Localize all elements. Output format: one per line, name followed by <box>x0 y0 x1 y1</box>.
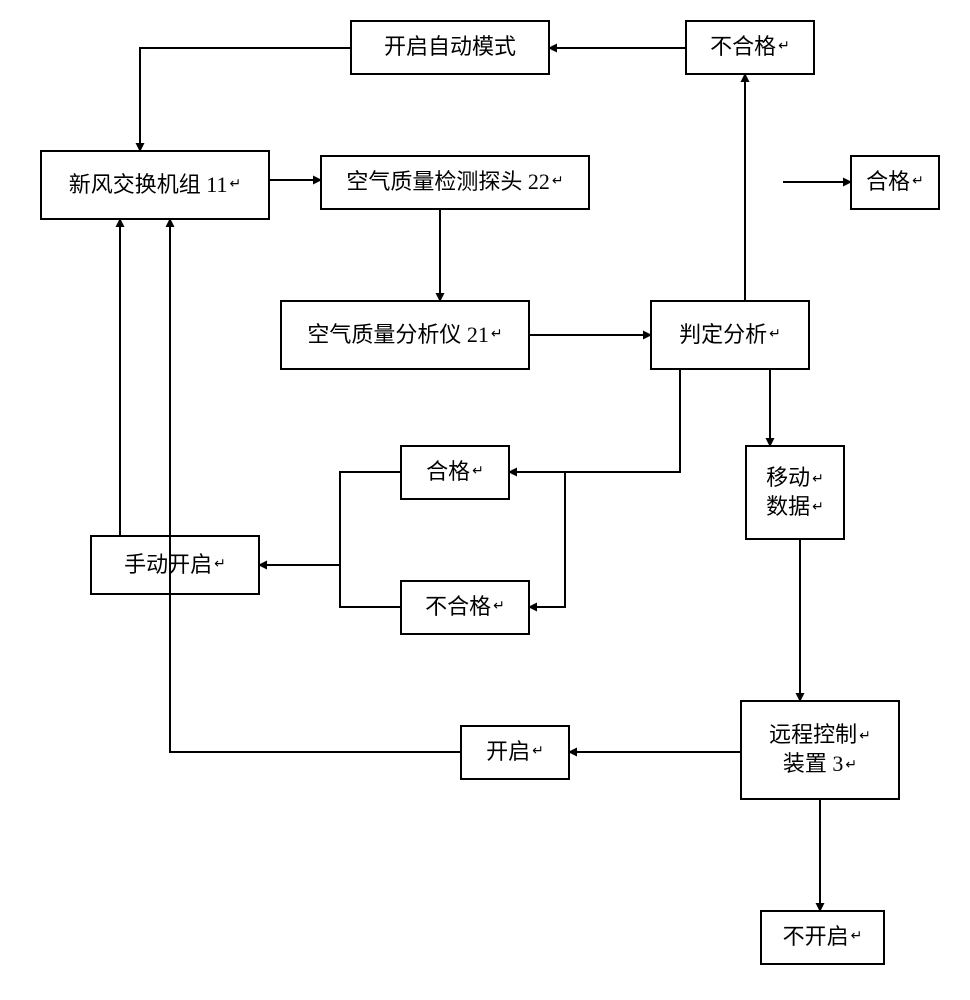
label: 开启 <box>486 738 530 767</box>
node-pass-top: 合格↵ <box>850 155 940 210</box>
enter-icon: ↵ <box>778 38 790 56</box>
enter-icon: ↵ <box>491 326 503 344</box>
enter-icon: ↵ <box>493 598 505 616</box>
enter-icon: ↵ <box>769 326 781 344</box>
node-fail-mid: 不合格↵ <box>400 580 530 635</box>
edge <box>340 472 400 565</box>
label: 不开启 <box>783 923 849 952</box>
enter-icon: ↵ <box>532 743 544 761</box>
node-turn-on: 开启↵ <box>460 725 570 780</box>
enter-icon: ↵ <box>552 173 564 191</box>
node-judge: 判定分析↵ <box>650 300 810 370</box>
edge <box>140 48 350 150</box>
enter-icon: ↵ <box>845 758 857 773</box>
label: 空气质量检测探头 22 <box>346 168 550 197</box>
node-analyzer: 空气质量分析仪 21↵ <box>280 300 530 370</box>
node-auto-mode: 开启自动模式 <box>350 20 550 75</box>
enter-icon: ↵ <box>812 472 824 487</box>
label: 不合格 <box>710 33 776 62</box>
node-remote: 远程控制↵装置 3↵ <box>740 700 900 800</box>
label: 新风交换机组 11 <box>69 171 228 200</box>
label: 判定分析 <box>679 321 767 350</box>
label: 手动开启 <box>124 551 212 580</box>
enter-icon: ↵ <box>214 556 226 574</box>
label: 不合格 <box>425 593 491 622</box>
enter-icon: ↵ <box>229 176 241 194</box>
label: 合格 <box>866 168 910 197</box>
node-probe: 空气质量检测探头 22↵ <box>320 155 590 210</box>
label: 开启自动模式 <box>384 33 516 62</box>
enter-icon: ↵ <box>859 729 871 744</box>
node-mobile-data: 移动↵数据↵ <box>745 445 845 540</box>
edge <box>260 565 400 607</box>
enter-icon: ↵ <box>472 463 484 481</box>
node-no-turn-on: 不开启↵ <box>760 910 885 965</box>
label: 空气质量分析仪 21 <box>307 321 489 350</box>
label: 合格 <box>426 458 470 487</box>
edge <box>530 472 565 607</box>
enter-icon: ↵ <box>912 173 924 191</box>
label: 移动↵数据↵ <box>766 464 824 521</box>
edge <box>565 370 680 510</box>
node-fresh-air: 新风交换机组 11↵ <box>40 150 270 220</box>
node-pass-mid: 合格↵ <box>400 445 510 500</box>
enter-icon: ↵ <box>851 928 863 946</box>
label: 远程控制↵装置 3↵ <box>769 721 871 778</box>
node-fail-top: 不合格↵ <box>685 20 815 75</box>
node-manual: 手动开启↵ <box>90 535 260 595</box>
enter-icon: ↵ <box>812 500 824 515</box>
